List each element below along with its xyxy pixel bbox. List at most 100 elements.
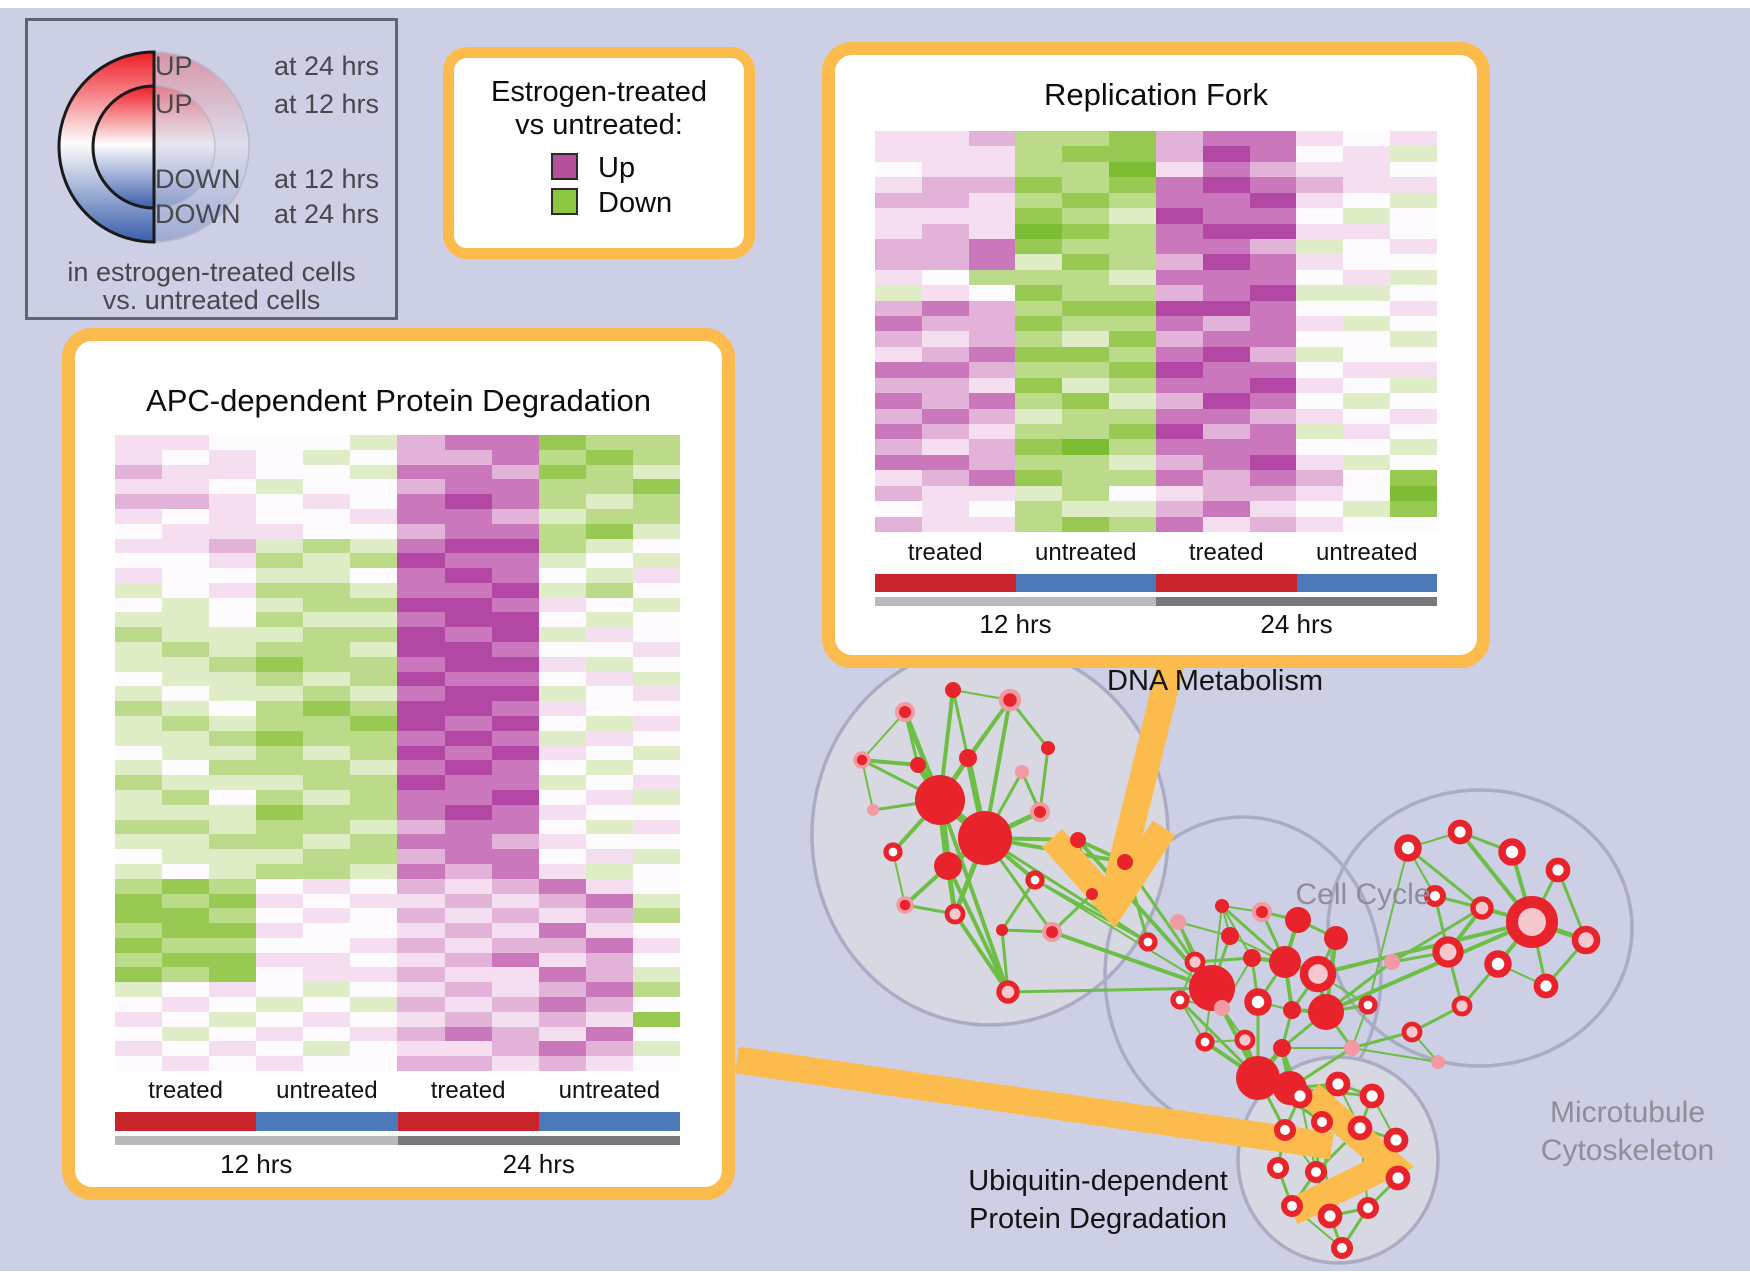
gene-node-rw — [1305, 1161, 1327, 1183]
heatmap-cell — [209, 642, 257, 657]
heatmap-cell — [1296, 485, 1344, 502]
heatmap-cell — [397, 878, 445, 894]
heatmap-cell — [1390, 285, 1437, 301]
gene-node-s — [1324, 926, 1348, 950]
heatmap-cell — [115, 671, 163, 687]
heatmap-cell — [1202, 254, 1250, 270]
heatmap-cell — [256, 642, 304, 657]
heatmap-cell — [585, 997, 633, 1012]
group-label-untreated: untreated — [1035, 539, 1137, 566]
heatmap-cell — [921, 223, 969, 239]
gene-node-rp — [1299, 955, 1337, 993]
heatmap-cell — [115, 538, 163, 554]
heatmap-cell — [1155, 362, 1203, 378]
heatmap-cell — [444, 1026, 492, 1042]
heatmap-cell — [350, 686, 398, 702]
heatmap-cell — [1155, 208, 1203, 224]
heatmap-cell — [444, 760, 492, 776]
heatmap-cell — [397, 479, 445, 495]
heatmap-cell — [162, 449, 210, 465]
heatmap-cell — [921, 362, 969, 378]
heatmap-cell — [1015, 146, 1063, 162]
microtubule-label-line1: Microtubule — [1549, 1096, 1706, 1129]
heatmap-cell — [968, 346, 1016, 363]
heatmap-cell — [1155, 238, 1203, 255]
heatmap-cell — [968, 501, 1016, 517]
heatmap-cell — [209, 479, 257, 495]
heatmap-cell — [162, 627, 210, 643]
ubiquitin-label-line2: Protein Degradation — [969, 1203, 1227, 1235]
direction-label: UP — [155, 89, 193, 119]
heatmap-cell — [350, 701, 398, 717]
apc-condition-bar — [115, 1112, 680, 1131]
heatmap-cell — [1202, 192, 1250, 209]
heatmap-cell — [1390, 393, 1437, 409]
heatmap-cell — [585, 701, 633, 717]
heatmap-cell — [1296, 362, 1344, 378]
heatmap-cell — [1249, 424, 1297, 440]
heatmap-cell — [491, 1011, 539, 1027]
heatmap-cell — [115, 716, 163, 731]
heatmap-cell — [115, 553, 163, 569]
heatmap-cell — [921, 424, 969, 440]
heatmap-cell — [585, 937, 633, 953]
heatmap-cell — [1109, 238, 1156, 255]
heatmap-cell — [538, 686, 586, 702]
heatmap-cell — [968, 269, 1016, 286]
heatmap-cell — [1390, 439, 1437, 455]
heatmap-cell — [921, 177, 969, 193]
heatmap-cell — [303, 1011, 351, 1027]
heatmap-cell — [162, 952, 210, 968]
heatmap-cell — [585, 656, 633, 672]
heatmap-cell — [115, 568, 163, 583]
heatmap-cell — [875, 131, 922, 147]
heatmap-cell — [162, 523, 210, 539]
gene-node-rw — [1347, 1115, 1373, 1141]
heatmap-cell — [1062, 516, 1110, 532]
heatmap-cell — [632, 716, 680, 731]
heatmap-cell — [585, 553, 633, 569]
heatmap-cell — [256, 849, 304, 864]
heatmap-cell — [1343, 439, 1391, 455]
heatmap-cell — [1343, 516, 1391, 532]
heatmap-cell — [632, 671, 680, 687]
gene-node-rp — [1470, 896, 1494, 920]
network-edge — [1351, 1047, 1439, 1063]
legend-item-down: Down — [551, 187, 672, 219]
heatmap-cell — [444, 553, 492, 569]
heatmap-cell — [921, 285, 969, 301]
heatmap-cell — [875, 316, 922, 332]
heatmap-cell — [875, 254, 922, 270]
heatmap-cell — [444, 997, 492, 1012]
circle-legend-row: UP at 12 hrs — [28, 89, 395, 119]
heatmap-cell — [632, 760, 680, 776]
heatmap-cell — [491, 464, 539, 480]
heatmap-cell — [444, 686, 492, 702]
heatmap-cell — [256, 686, 304, 702]
heatmap-cell — [538, 952, 586, 968]
heatmap-cell — [162, 760, 210, 776]
heatmap-cell — [303, 967, 351, 983]
heatmap-cell — [397, 1056, 445, 1071]
heatmap-cell — [491, 1026, 539, 1042]
heatmap-cell — [491, 745, 539, 761]
heatmap-cell — [538, 1011, 586, 1027]
heatmap-cell — [397, 538, 445, 554]
heatmap-cell — [585, 967, 633, 983]
heatmap-cell — [209, 863, 257, 879]
heatmap-cell — [303, 435, 351, 450]
heatmap-cell — [256, 819, 304, 835]
heatmap-cell — [1015, 331, 1063, 347]
heatmap-cell — [585, 952, 633, 968]
gene-node-s — [1117, 854, 1133, 870]
heatmap-cell — [350, 775, 398, 790]
heatmap-cell — [162, 730, 210, 746]
heatmap-cell — [491, 523, 539, 539]
heatmap-cell — [162, 553, 210, 569]
up-label: Up — [598, 152, 636, 184]
heatmap-cell — [491, 553, 539, 569]
heatmap-cell — [1155, 285, 1203, 301]
heatmap-cell — [1062, 393, 1110, 409]
heatmap-cell — [1343, 424, 1391, 440]
ubiquitin-label-line1: Ubiquitin-dependent — [968, 1165, 1228, 1197]
